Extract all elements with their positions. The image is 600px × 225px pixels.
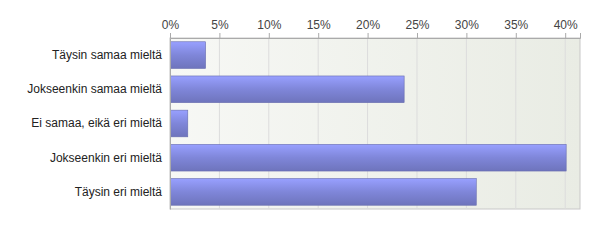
x-tick: 30% (455, 18, 479, 38)
bar (170, 110, 188, 137)
x-tick-mark (219, 33, 220, 38)
grid-line (565, 38, 566, 209)
x-tick-label: 25% (405, 18, 429, 32)
y-tick-label: Täysin eri mieltä (75, 185, 163, 199)
grid-line (170, 38, 171, 209)
x-tick-label: 15% (307, 18, 331, 32)
x-tick-label: 40% (554, 18, 578, 32)
y-tick: Ei samaa, eikä eri mieltä (31, 116, 170, 130)
grid (170, 38, 565, 209)
plot-background (170, 38, 580, 209)
x-tick: 10% (257, 18, 281, 38)
x-tick-label: 30% (455, 18, 479, 32)
x-tick-mark (318, 33, 319, 38)
x-tick: 5% (211, 18, 229, 38)
x-tick: 25% (405, 18, 429, 38)
x-tick: 35% (504, 18, 528, 38)
chart: 0% 5% 10% 15% 20% 25% 30% 35% 40% Täysin samaa mi… (0, 0, 600, 225)
y-tick-label: Jokseenkin eri mieltä (50, 151, 162, 165)
y-axis: Täysin samaa mieltä Jokseenkin samaa miel… (27, 39, 170, 210)
y-tick: Täysin eri mieltä (75, 185, 170, 199)
bar (170, 179, 476, 206)
x-tick-label: 10% (257, 18, 281, 32)
y-tick: Jokseenkin samaa mieltä (27, 82, 170, 96)
y-tick-label: Jokseenkin samaa mieltä (27, 82, 162, 96)
x-tick-mark (516, 33, 517, 38)
x-tick-label: 5% (211, 18, 229, 32)
x-tick-mark (417, 33, 418, 38)
x-axis-line (171, 33, 581, 39)
x-tick-mark (269, 33, 270, 38)
x-tick-mark (565, 33, 566, 38)
x-tick-mark (466, 33, 467, 38)
x-tick-label: 20% (356, 18, 380, 32)
y-tick: Täysin samaa mieltä (52, 48, 170, 62)
bar (170, 144, 566, 171)
plot: 0% 5% 10% 15% 20% 25% 30% 35% 40% Täysin samaa mi… (27, 18, 580, 210)
y-tick-label: Ei samaa, eikä eri mieltä (31, 116, 162, 130)
x-tick: 15% (307, 18, 331, 38)
x-tick: 0% (162, 18, 180, 38)
x-axis: 0% 5% 10% 15% 20% 25% 30% 35% 40% (162, 18, 581, 39)
x-tick: 40% (554, 18, 578, 38)
y-tick: Jokseenkin eri mieltä (50, 151, 170, 165)
x-tick-mark (170, 33, 171, 38)
x-tick-label: 0% (162, 18, 180, 32)
x-tick-label: 35% (504, 18, 528, 32)
bar (170, 42, 206, 69)
y-tick-label: Täysin samaa mieltä (52, 48, 162, 62)
bars (170, 42, 566, 205)
x-tick: 20% (356, 18, 380, 38)
x-tick-mark (368, 33, 369, 38)
y-axis-line (170, 39, 171, 210)
bar (170, 76, 404, 103)
grid-line (515, 38, 516, 209)
